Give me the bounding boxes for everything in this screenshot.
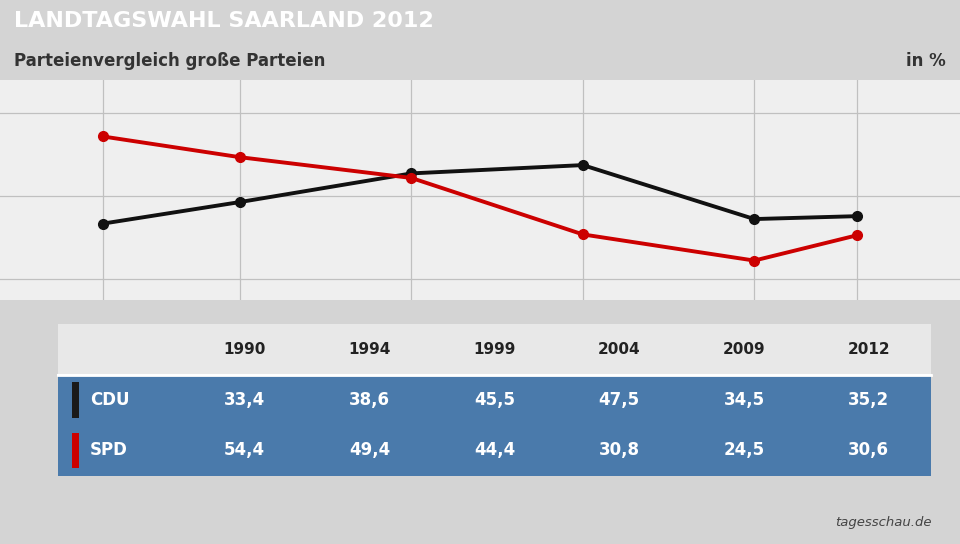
Text: 33,4: 33,4 xyxy=(225,391,265,409)
Text: 24,5: 24,5 xyxy=(724,442,764,460)
Text: 2009: 2009 xyxy=(723,342,765,357)
Text: CDU: CDU xyxy=(90,391,130,409)
Text: 1999: 1999 xyxy=(473,342,516,357)
Text: 35,2: 35,2 xyxy=(849,391,889,409)
Text: 30,8: 30,8 xyxy=(599,442,639,460)
Text: 45,5: 45,5 xyxy=(474,391,515,409)
Bar xyxy=(72,382,79,418)
Text: 49,4: 49,4 xyxy=(349,442,390,460)
Text: 54,4: 54,4 xyxy=(225,442,265,460)
Bar xyxy=(72,433,79,468)
Bar xyxy=(58,375,931,425)
Text: tagesschau.de: tagesschau.de xyxy=(834,516,931,529)
Text: Parteienvergleich große Parteien: Parteienvergleich große Parteien xyxy=(14,52,325,70)
Text: 38,6: 38,6 xyxy=(349,391,390,409)
Text: 2004: 2004 xyxy=(598,342,640,357)
Text: 1990: 1990 xyxy=(224,342,266,357)
Text: SPD: SPD xyxy=(90,442,128,460)
Text: 1994: 1994 xyxy=(348,342,391,357)
Bar xyxy=(58,425,931,475)
Text: 44,4: 44,4 xyxy=(474,442,515,460)
Text: 30,6: 30,6 xyxy=(849,442,889,460)
Text: 2012: 2012 xyxy=(848,342,890,357)
Text: LANDTAGSWAHL SAARLAND 2012: LANDTAGSWAHL SAARLAND 2012 xyxy=(14,11,434,31)
Bar xyxy=(58,324,931,375)
Text: 34,5: 34,5 xyxy=(724,391,764,409)
Text: in %: in % xyxy=(906,52,946,70)
Text: 47,5: 47,5 xyxy=(599,391,639,409)
